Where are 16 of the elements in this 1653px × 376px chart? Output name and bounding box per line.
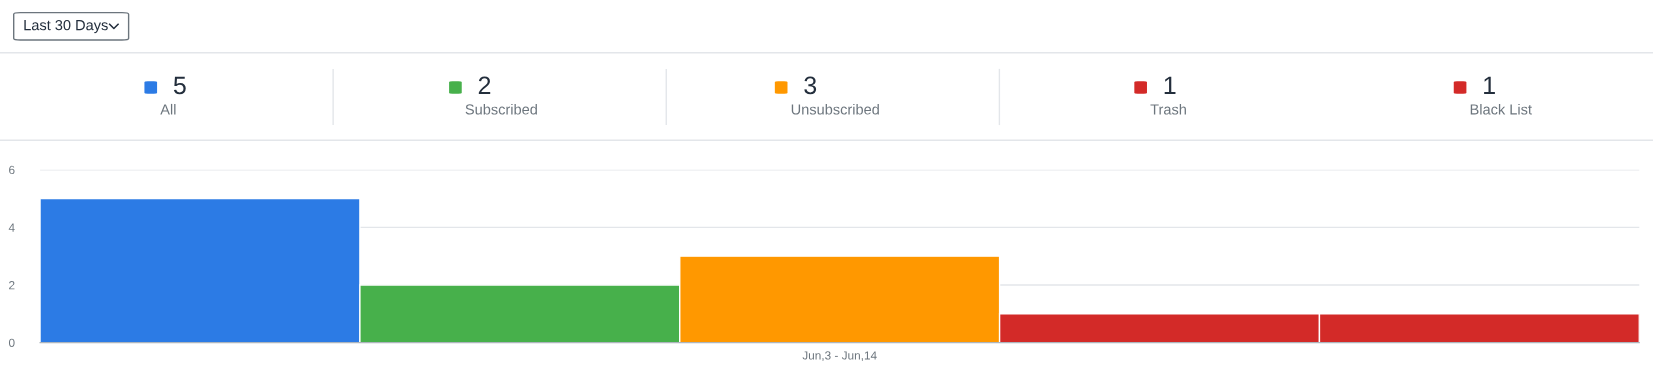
legend-label: Black List <box>1470 103 1532 115</box>
y-tick-label: 0 <box>8 338 15 348</box>
y-tick-label: 4 <box>8 223 15 232</box>
legend-label: Unsubscribed <box>791 103 879 115</box>
text: 1 <box>1484 76 1495 94</box>
legend-label: Subscribed <box>465 103 537 115</box>
y-tick-label: 2 <box>9 281 15 290</box>
text: 3 <box>804 76 817 95</box>
legend-label: Trash <box>1150 103 1186 115</box>
text: Last 30 Days <box>24 19 108 34</box>
text: 5 <box>173 76 186 95</box>
text: 2 <box>478 76 491 94</box>
text: 1 <box>1164 76 1176 94</box>
y-tick-label: 6 <box>9 165 15 175</box>
legend-label: All <box>160 103 176 115</box>
x-tick-label: Jun,3 - Jun,14 <box>802 351 877 362</box>
